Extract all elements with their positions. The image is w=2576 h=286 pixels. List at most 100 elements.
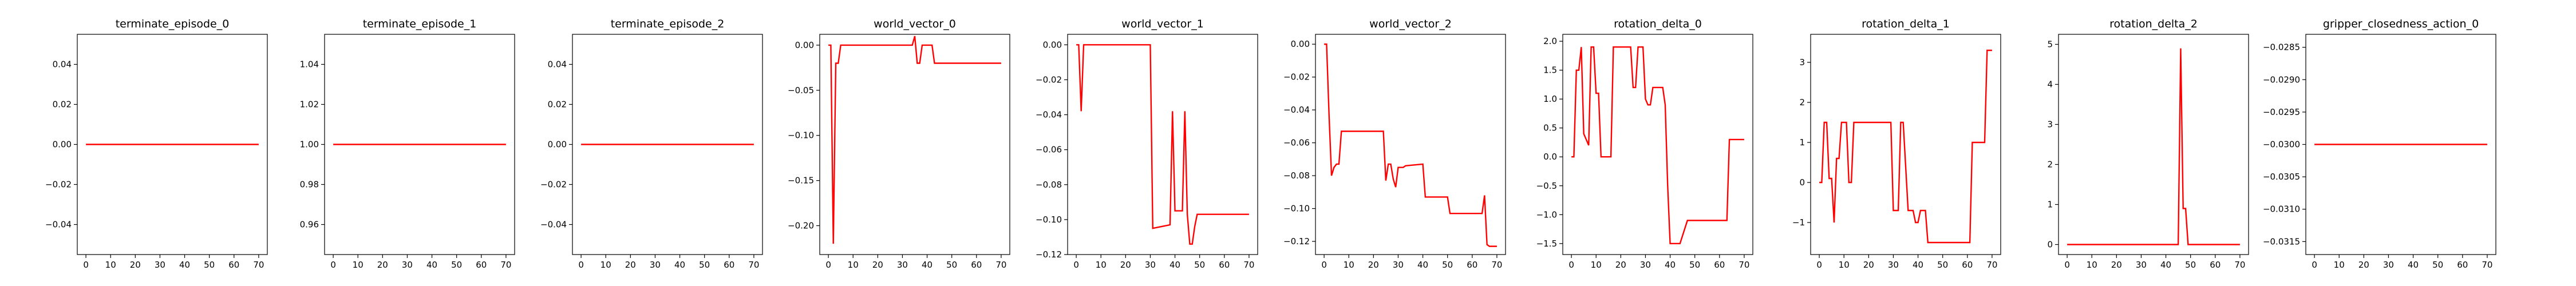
y-tick-label: 0.96 — [300, 220, 319, 230]
y-tick-label: 0.00 — [795, 40, 814, 50]
chart-panel: terminate_episode_0 0 10 20 30 40 50 60 70 −0.04 −… — [45, 18, 268, 270]
x-tick-label: 40 — [2160, 260, 2171, 270]
y-tick-label: 2 — [2047, 160, 2053, 170]
y-tick-label: −0.0285 — [2263, 42, 2300, 53]
y-tick-label: 4 — [2047, 80, 2053, 90]
y-tick-label: 0.98 — [300, 180, 319, 190]
y-tick-label: 1.02 — [300, 100, 319, 110]
chart-title: rotation_delta_0 — [1614, 18, 1702, 30]
x-tick-label: 20 — [377, 260, 388, 270]
x-tick-label: 40 — [1913, 260, 1923, 270]
axes-frame — [1315, 34, 1506, 255]
x-tick-label: 40 — [426, 260, 437, 270]
x-tick-label: 60 — [476, 260, 487, 270]
x-tick-label: 50 — [2432, 260, 2443, 270]
chart-panel: terminate_episode_1 0 10 20 30 40 50 60 70 0.96 0.… — [300, 18, 515, 270]
x-tick-label: 60 — [724, 260, 734, 270]
x-tick-label: 40 — [1170, 260, 1180, 270]
series-line — [1571, 46, 1744, 244]
x-tick-label: 20 — [2111, 260, 2122, 270]
x-tick-label: 20 — [130, 260, 141, 270]
y-tick-label: −0.02 — [1283, 72, 1310, 82]
y-tick-label: −0.0310 — [2263, 204, 2300, 214]
x-tick-label: 10 — [1096, 260, 1107, 270]
y-tick-label: −0.08 — [1036, 180, 1062, 190]
y-tick-label: 1.00 — [300, 140, 319, 150]
x-tick-label: 70 — [253, 260, 264, 270]
y-tick-label: 0.00 — [1043, 39, 1062, 50]
x-tick-label: 70 — [1986, 260, 1997, 270]
axes-frame — [2058, 34, 2249, 255]
x-tick-label: 60 — [2210, 260, 2221, 270]
x-tick-label: 60 — [1219, 260, 1230, 270]
x-tick-label: 70 — [748, 260, 759, 270]
x-tick-label: 50 — [1689, 260, 1700, 270]
x-tick-label: 60 — [228, 260, 239, 270]
series-line — [1324, 43, 1497, 247]
x-tick-label: 20 — [2358, 260, 2369, 270]
y-tick-label: −0.20 — [788, 221, 814, 231]
y-tick-label: −0.02 — [540, 180, 567, 190]
y-tick-label: −0.10 — [1036, 214, 1062, 225]
y-tick-label: −0.12 — [1283, 236, 1310, 247]
x-tick-label: 0 — [1321, 260, 1327, 270]
x-tick-label: 70 — [2482, 260, 2492, 270]
x-tick-label: 20 — [1863, 260, 1874, 270]
y-tick-label: 1.0 — [1543, 94, 1557, 104]
x-tick-label: 10 — [2334, 260, 2345, 270]
chart-title: world_vector_2 — [1369, 18, 1452, 30]
x-tick-label: 30 — [1888, 260, 1899, 270]
y-tick-label: −0.15 — [788, 176, 814, 186]
x-tick-label: 70 — [500, 260, 511, 270]
x-tick-label: 0 — [330, 260, 336, 270]
x-tick-label: 10 — [848, 260, 859, 270]
chart-title: rotation_delta_1 — [1862, 18, 1950, 30]
x-tick-label: 70 — [2234, 260, 2245, 270]
x-tick-label: 30 — [650, 260, 661, 270]
x-tick-label: 70 — [1491, 260, 1502, 270]
chart-title: gripper_closedness_action_0 — [2323, 18, 2479, 30]
x-tick-label: 50 — [1937, 260, 1948, 270]
y-tick-label: −1.0 — [1536, 209, 1557, 220]
x-tick-label: 60 — [2457, 260, 2468, 270]
y-tick-label: −0.05 — [788, 85, 814, 96]
x-tick-label: 20 — [1120, 260, 1131, 270]
y-tick-label: 0.00 — [548, 140, 567, 150]
y-tick-label: 0 — [2047, 240, 2053, 250]
y-tick-label: −0.0305 — [2263, 172, 2300, 182]
y-tick-label: 5 — [2047, 39, 2053, 50]
y-tick-label: 0.00 — [53, 140, 72, 150]
x-tick-label: 30 — [402, 260, 413, 270]
y-tick-label: −0.04 — [1283, 105, 1310, 115]
x-tick-label: 30 — [1145, 260, 1156, 270]
x-tick-label: 50 — [1194, 260, 1205, 270]
y-tick-label: 1 — [2047, 200, 2053, 210]
chart-title: terminate_episode_0 — [116, 18, 230, 30]
y-tick-label: 0.0 — [1543, 152, 1557, 162]
x-tick-label: 40 — [179, 260, 190, 270]
x-tick-label: 60 — [971, 260, 982, 270]
chart-panel: terminate_episode_2 0 10 20 30 40 50 60 70 −0.04 −… — [540, 18, 763, 270]
x-tick-label: 50 — [204, 260, 215, 270]
x-tick-label: 10 — [600, 260, 611, 270]
series-line — [2067, 48, 2240, 245]
y-tick-label: −0.06 — [1036, 145, 1062, 155]
x-tick-label: 10 — [1839, 260, 1850, 270]
y-tick-label: −0.0300 — [2263, 140, 2300, 150]
axes-frame — [1067, 34, 1258, 255]
axes-frame — [1562, 34, 1753, 255]
y-tick-label: −0.02 — [1036, 74, 1062, 85]
x-tick-label: 30 — [897, 260, 908, 270]
x-tick-label: 0 — [1816, 260, 1822, 270]
x-tick-label: 60 — [1962, 260, 1973, 270]
x-tick-label: 10 — [353, 260, 364, 270]
x-tick-label: 30 — [1640, 260, 1651, 270]
y-tick-label: −0.04 — [45, 220, 72, 230]
y-tick-label: 2 — [1799, 97, 1805, 108]
axes-frame — [1810, 34, 2001, 255]
y-tick-label: 0.5 — [1543, 123, 1557, 133]
x-tick-label: 30 — [1393, 260, 1404, 270]
x-tick-label: 0 — [2064, 260, 2070, 270]
y-tick-label: −0.08 — [1283, 170, 1310, 181]
x-tick-label: 10 — [1591, 260, 1602, 270]
